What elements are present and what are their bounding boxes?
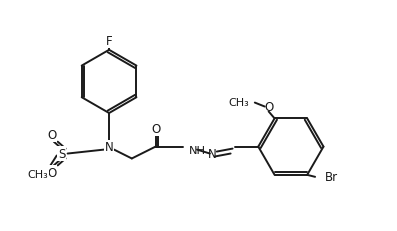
- Text: CH₃: CH₃: [27, 170, 48, 179]
- Text: O: O: [264, 100, 273, 113]
- Text: CH₃: CH₃: [228, 97, 249, 107]
- Text: NH: NH: [189, 145, 206, 155]
- Text: O: O: [151, 123, 160, 136]
- Text: O: O: [47, 129, 56, 142]
- Text: N: N: [208, 147, 216, 160]
- Text: F: F: [106, 35, 112, 48]
- Text: Br: Br: [325, 170, 338, 184]
- Text: S: S: [58, 147, 66, 160]
- Text: O: O: [47, 166, 56, 179]
- Text: N: N: [105, 140, 114, 153]
